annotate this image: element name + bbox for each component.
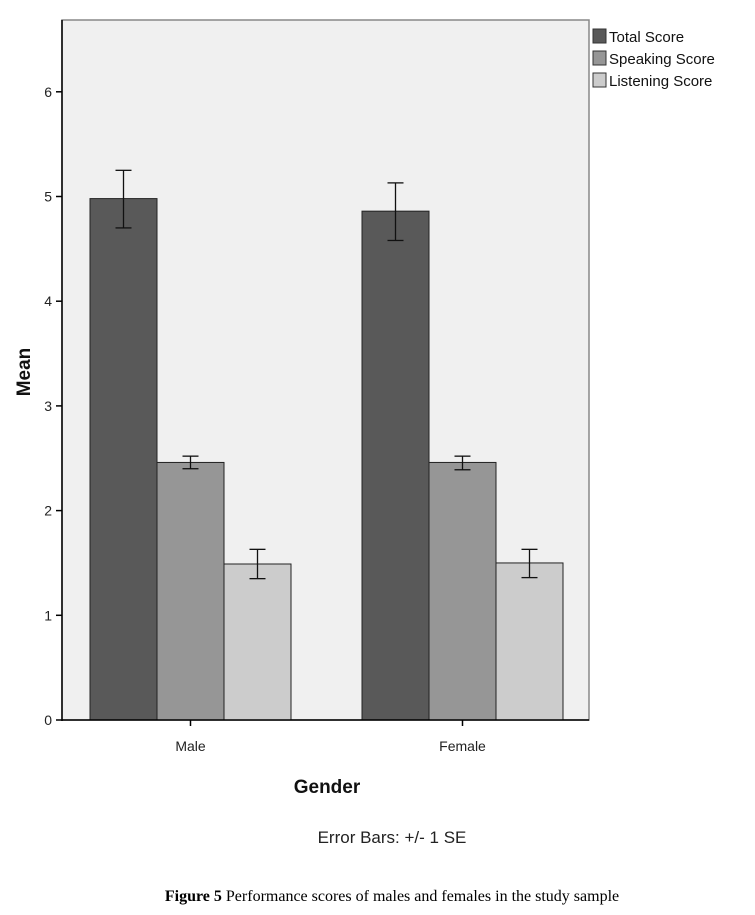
bar-speaking-score (428, 461, 497, 721)
y-tick-label: 0 (44, 712, 52, 728)
caption-text: Performance scores of males and females … (222, 888, 619, 905)
legend-swatch (592, 28, 607, 44)
y-axis-title: Mean (14, 348, 35, 397)
y-tick-label: 3 (44, 398, 52, 414)
legend-swatch (592, 72, 607, 88)
legend-label: Total Score (609, 29, 684, 46)
legend: Total Score Speaking Score Listening Score (592, 28, 715, 90)
legend-swatch (592, 50, 607, 66)
x-axis-title: Gender (294, 777, 361, 798)
x-category-label: Male (175, 738, 206, 754)
y-tick-label: 1 (44, 607, 52, 623)
figure-caption: Figure 5 Performance scores of males and… (165, 888, 619, 905)
bar-total-score (89, 198, 158, 721)
caption-label: Figure 5 (165, 888, 222, 905)
legend-label: Speaking Score (609, 51, 715, 68)
x-category-label: Female (439, 738, 486, 754)
bar-listening-score (223, 563, 292, 721)
y-tick-label: 4 (44, 293, 52, 309)
legend-label: Listening Score (609, 73, 712, 90)
bar-total-score (361, 210, 430, 721)
y-tick-label: 2 (44, 503, 52, 519)
y-tick-label: 6 (44, 84, 52, 100)
y-tick-label: 5 (44, 189, 52, 205)
bar-speaking-score (156, 461, 225, 721)
error-bar-note: Error Bars: +/- 1 SE (318, 828, 467, 847)
bar-listening-score (495, 562, 564, 721)
